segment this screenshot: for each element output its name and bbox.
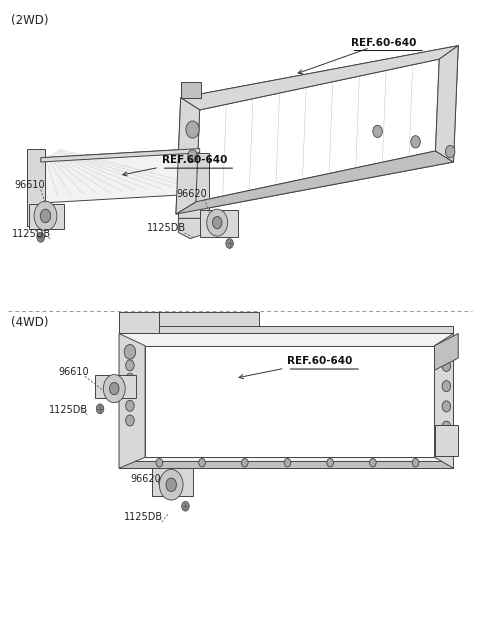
Polygon shape: [96, 375, 136, 398]
Circle shape: [284, 459, 291, 467]
Circle shape: [442, 401, 451, 412]
Polygon shape: [152, 468, 192, 496]
Polygon shape: [434, 425, 458, 456]
Circle shape: [34, 201, 57, 231]
Circle shape: [213, 216, 222, 229]
Text: 96610: 96610: [59, 366, 89, 376]
Polygon shape: [119, 312, 159, 334]
Circle shape: [199, 459, 205, 467]
Polygon shape: [179, 218, 209, 239]
Circle shape: [103, 375, 125, 403]
Polygon shape: [435, 46, 458, 162]
Polygon shape: [200, 210, 238, 237]
Polygon shape: [179, 153, 209, 218]
Polygon shape: [434, 334, 454, 468]
Polygon shape: [180, 46, 458, 110]
Circle shape: [126, 415, 134, 426]
Circle shape: [411, 136, 420, 148]
Circle shape: [373, 125, 383, 138]
Polygon shape: [29, 204, 64, 229]
Circle shape: [156, 459, 163, 467]
Text: 1125DB: 1125DB: [12, 229, 51, 239]
Circle shape: [226, 239, 233, 248]
Circle shape: [40, 209, 51, 222]
Circle shape: [442, 441, 451, 452]
Text: 96620: 96620: [130, 474, 161, 484]
Circle shape: [124, 344, 136, 359]
Circle shape: [188, 150, 197, 162]
Polygon shape: [41, 148, 200, 162]
Circle shape: [442, 381, 451, 392]
Circle shape: [442, 421, 451, 432]
Text: 1125DB: 1125DB: [49, 405, 88, 415]
Polygon shape: [26, 148, 46, 226]
Text: (2WD): (2WD): [12, 14, 49, 27]
Polygon shape: [176, 151, 454, 214]
Circle shape: [126, 373, 134, 384]
Text: 1125DB: 1125DB: [146, 223, 186, 233]
Polygon shape: [176, 46, 458, 214]
Circle shape: [126, 360, 134, 371]
Circle shape: [109, 383, 119, 395]
Polygon shape: [119, 461, 454, 468]
Text: 96620: 96620: [176, 189, 207, 199]
Circle shape: [126, 387, 134, 398]
Circle shape: [186, 121, 199, 138]
Circle shape: [37, 232, 45, 242]
Polygon shape: [434, 334, 458, 370]
Text: 96610: 96610: [14, 180, 45, 190]
Text: REF.60-640: REF.60-640: [123, 155, 227, 176]
Polygon shape: [119, 326, 454, 334]
Circle shape: [181, 501, 189, 511]
Polygon shape: [196, 59, 439, 202]
Circle shape: [412, 459, 419, 467]
Polygon shape: [119, 334, 454, 468]
Polygon shape: [176, 98, 200, 214]
Circle shape: [166, 478, 177, 491]
Polygon shape: [41, 148, 200, 203]
Text: REF.60-640: REF.60-640: [298, 38, 417, 74]
Circle shape: [370, 459, 376, 467]
Text: REF.60-640: REF.60-640: [239, 356, 353, 379]
Polygon shape: [159, 312, 259, 326]
Circle shape: [96, 404, 104, 413]
Circle shape: [327, 459, 334, 467]
Polygon shape: [119, 334, 145, 468]
Circle shape: [445, 145, 455, 158]
Text: 1125DB: 1125DB: [124, 512, 163, 522]
Circle shape: [442, 360, 451, 371]
Circle shape: [241, 459, 248, 467]
Polygon shape: [145, 345, 434, 457]
Text: (4WD): (4WD): [12, 316, 49, 329]
Polygon shape: [180, 82, 201, 98]
Circle shape: [126, 400, 134, 411]
Circle shape: [207, 209, 228, 236]
Circle shape: [159, 470, 183, 500]
